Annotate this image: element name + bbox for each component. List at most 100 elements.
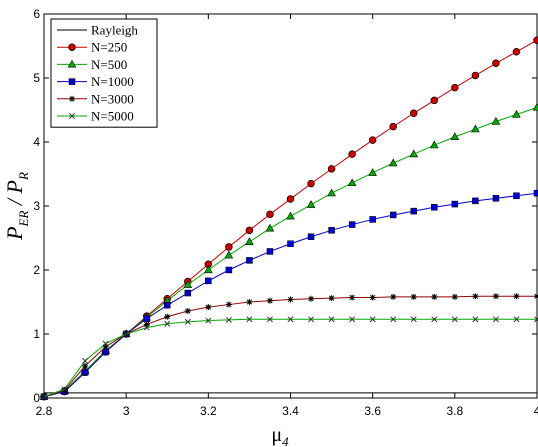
data-point: [472, 197, 479, 205]
data-point: [287, 296, 294, 303]
data-point: [307, 179, 315, 188]
x-axis-label-subscript: 4: [282, 434, 289, 447]
data-point: [409, 149, 419, 158]
series-line: [43, 295, 537, 398]
axes: 2.8 3 3.2 3.4 3.6 3.8 4 0 1 2 3 4 5 6: [33, 7, 538, 418]
data-point: [224, 250, 234, 259]
legend-label: N=1000: [91, 74, 134, 89]
data-point: [349, 294, 356, 301]
data-point: [513, 293, 520, 300]
data-point: [246, 299, 253, 305]
data-point: [246, 316, 253, 323]
data-point: [69, 95, 75, 102]
y-tick-label: 2: [33, 263, 40, 277]
data-point: [225, 266, 233, 274]
data-point: [451, 293, 458, 300]
data-point: [348, 221, 356, 228]
data-point: [369, 294, 376, 301]
legend-label: N=3000: [91, 91, 134, 106]
data-point: [266, 210, 274, 219]
data-point: [61, 386, 68, 392]
data-point: [533, 36, 538, 44]
data-point: [430, 96, 439, 105]
x-axis-label: μ4: [271, 424, 289, 447]
data-point: [369, 216, 376, 223]
legend-entry: Rayleigh: [57, 23, 138, 38]
data-point: [532, 102, 538, 111]
y-tick-label: 3: [33, 199, 40, 213]
data-point: [513, 192, 520, 200]
data-point: [431, 316, 438, 323]
data-point: [348, 150, 356, 158]
data-point: [534, 316, 538, 323]
data-point: [204, 265, 213, 274]
data-point: [286, 195, 295, 203]
data-point: [225, 316, 232, 323]
y-axis-label-p1: P: [2, 226, 27, 240]
data-point: [265, 223, 275, 232]
series-n-500: [39, 102, 538, 400]
legend: Rayleigh N=250 N=500 N=1000 N=3000 N=5000: [50, 18, 158, 128]
data-point: [164, 313, 171, 320]
data-point: [102, 348, 109, 356]
data-point: [369, 316, 376, 323]
data-point: [184, 307, 191, 314]
data-point: [431, 204, 438, 211]
data-point: [368, 136, 377, 144]
data-point: [205, 317, 212, 324]
legend-box: [50, 18, 158, 128]
data-point: [450, 132, 460, 140]
data-point: [245, 237, 254, 245]
y-tick-label: 4: [33, 135, 40, 149]
data-point: [69, 113, 75, 119]
data-point: [143, 315, 150, 322]
data-point: [41, 393, 47, 400]
data-point: [512, 109, 521, 118]
data-point: [82, 357, 89, 364]
data-point: [205, 277, 212, 285]
data-point: [184, 289, 192, 297]
y-tick-label: 6: [33, 7, 40, 21]
legend-label: N=250: [91, 40, 127, 55]
data-point: [491, 116, 501, 125]
data-point: [388, 158, 398, 167]
data-point: [225, 301, 232, 308]
data-point: [308, 316, 314, 323]
data-point: [68, 43, 76, 51]
x-tick-label: 4: [534, 404, 538, 418]
data-point: [471, 71, 480, 80]
data-point: [429, 140, 439, 149]
data-point: [451, 316, 458, 323]
y-tick-label: 5: [33, 71, 40, 85]
data-point: [410, 316, 417, 323]
data-point: [390, 293, 397, 300]
data-point: [82, 363, 89, 369]
data-point: [347, 178, 357, 187]
data-point: [410, 109, 418, 117]
data-point: [81, 369, 89, 376]
data-point: [184, 318, 191, 325]
data-point: [143, 321, 150, 328]
data-point: [102, 343, 109, 350]
legend-label: N=5000: [91, 109, 134, 124]
data-point: [287, 316, 294, 323]
data-point: [68, 78, 76, 85]
data-point: [513, 316, 520, 323]
data-point: [225, 243, 233, 251]
data-point: [328, 316, 335, 323]
x-tick-label: 3.6: [364, 404, 381, 418]
data-point: [472, 316, 479, 323]
legend-entry: N=5000: [57, 109, 134, 124]
legend-label: N=500: [91, 57, 127, 72]
x-tick-label: 3.4: [282, 404, 299, 418]
legend-entry: N=250: [57, 40, 127, 55]
series-line: [43, 318, 537, 398]
x-axis-label-main: μ: [271, 424, 282, 446]
data-point: [328, 227, 335, 234]
data-point: [308, 295, 315, 302]
data-point: [143, 324, 150, 331]
data-point: [164, 320, 171, 327]
data-point: [123, 331, 130, 337]
data-point: [368, 168, 377, 176]
